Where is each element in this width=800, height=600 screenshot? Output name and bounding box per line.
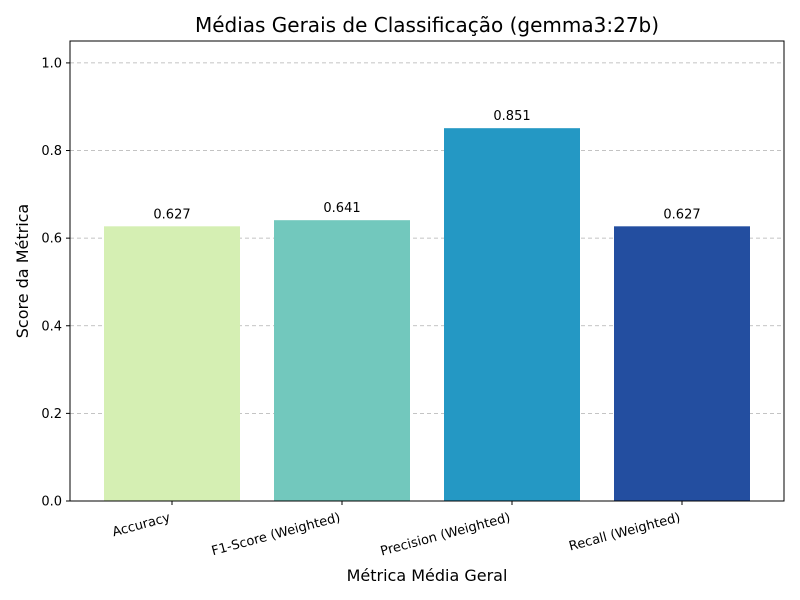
x-tick-label: Recall (Weighted): [567, 510, 682, 554]
y-axis-label: Score da Métrica: [13, 204, 32, 339]
bar: [104, 226, 240, 502]
x-tick-label: Accuracy: [111, 510, 173, 540]
plot-frame: [69, 40, 785, 502]
y-tick-label: 0.4: [41, 319, 62, 334]
bar: [444, 128, 580, 501]
bar-value-label: 0.627: [663, 207, 700, 222]
y-tick-label: 0.6: [41, 232, 62, 247]
y-tick-label: 0.0: [41, 495, 62, 510]
x-tick-label: Precision (Weighted): [379, 510, 512, 559]
bar-value-label: 0.627: [153, 207, 190, 222]
bar-value-label: 0.641: [323, 201, 360, 216]
y-tick-label: 0.8: [41, 144, 62, 159]
bar-value-label: 0.851: [493, 109, 530, 124]
bar: [274, 220, 410, 501]
x-axis-label: Métrica Média Geral: [347, 566, 508, 585]
y-tick-label: 0.2: [41, 407, 62, 422]
y-tick-label: 1.0: [41, 56, 62, 71]
x-tick-label: F1-Score (Weighted): [210, 510, 342, 559]
chart-title: Médias Gerais de Classificação (gemma3:2…: [195, 13, 659, 37]
bar: [614, 226, 750, 502]
